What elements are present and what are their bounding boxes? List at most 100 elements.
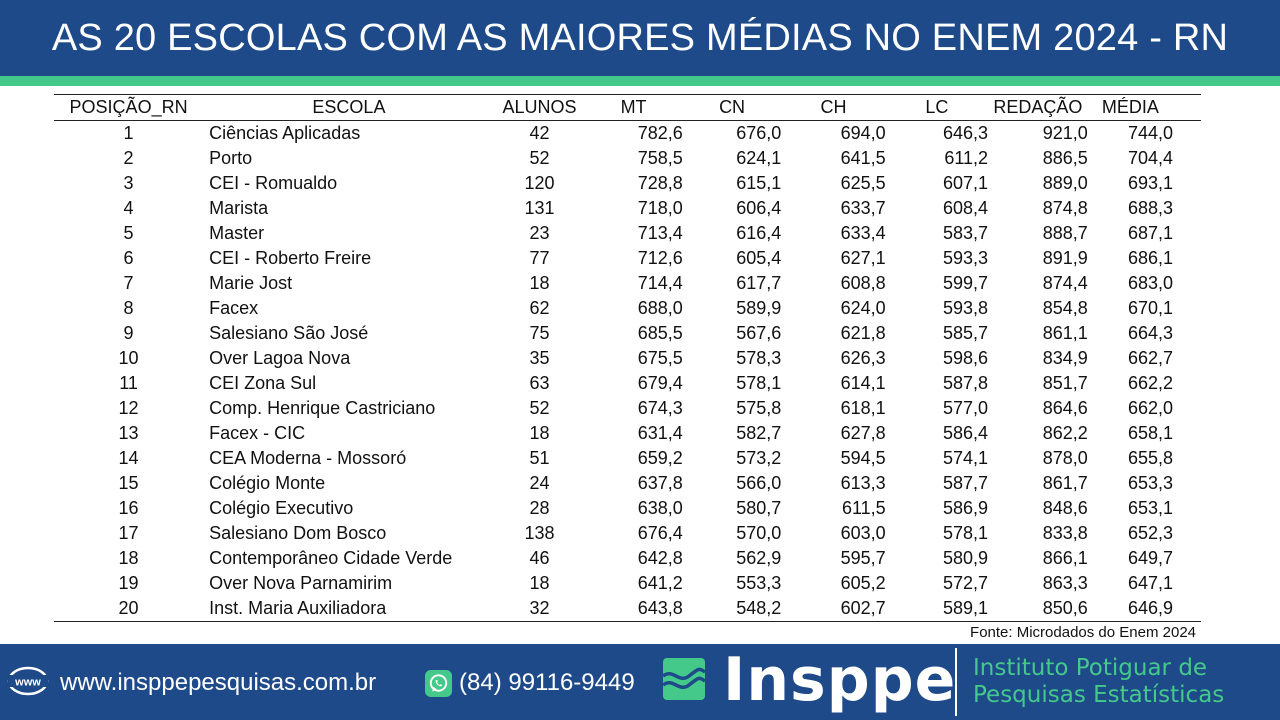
cell-media: 688,3: [1127, 198, 1173, 218]
cell-media: 744,0: [1127, 123, 1173, 143]
table-row: 13 Facex - CIC 18 631,4 582,7 627,8 586,4 862,2…: [54, 421, 1201, 446]
cell-cn: 575,8: [736, 398, 782, 418]
cell-school: CEA Moderna - Mossoró: [209, 448, 407, 468]
column-header-position: POSIÇÃO_RN: [69, 97, 188, 117]
cell-students: 23: [529, 223, 550, 243]
cell-students: 28: [529, 498, 550, 518]
footer-bar: www www.insppepesquisas.com.br (84) 9911…: [0, 644, 1280, 720]
table-row: 4 Marista 131 718,0 606,4 633,7 608,4 874,8 688,…: [54, 196, 1201, 221]
cell-redacao: 848,6: [1042, 498, 1088, 518]
cell-cn: 676,0: [736, 123, 782, 143]
cell-position: 4: [123, 198, 134, 218]
cell-position: 2: [123, 148, 134, 168]
cell-lc: 587,8: [943, 373, 989, 393]
cell-lc: 587,7: [943, 473, 989, 493]
cell-mt: 659,2: [637, 448, 683, 468]
table-row: 2 Porto 52 758,5 624,1 641,5 611,2 886,5 704,4: [54, 146, 1201, 171]
cell-position: 6: [123, 248, 134, 268]
cell-cn: 580,7: [736, 498, 782, 518]
cell-lc: 585,7: [943, 323, 989, 343]
cell-media: 653,1: [1127, 498, 1173, 518]
table-row: 16 Colégio Executivo 28 638,0 580,7 611,5 586,…: [54, 496, 1201, 521]
cell-media: 687,1: [1127, 223, 1173, 243]
cell-media: 693,1: [1127, 173, 1173, 193]
cell-school: Facex - CIC: [209, 423, 306, 443]
table-body: 1 Ciências Aplicadas 42 782,6 676,0 694,0 646,…: [54, 121, 1201, 622]
cell-students: 18: [529, 423, 550, 443]
cell-redacao: 861,1: [1042, 323, 1088, 343]
cell-media: 646,9: [1127, 598, 1173, 618]
ranking-table: POSIÇÃO_RN ESCOLA ALUNOS MT CN CH LC REDAÇÃO MÉD…: [54, 94, 1201, 622]
phone-number[interactable]: (84) 99116-9449: [459, 669, 635, 696]
cell-lc: 599,7: [943, 273, 989, 293]
cell-redacao: 874,8: [1042, 198, 1088, 218]
cell-position: 18: [118, 548, 139, 568]
cell-lc: 598,6: [943, 348, 989, 368]
cell-redacao: 850,6: [1042, 598, 1088, 618]
cell-mt: 642,8: [637, 548, 683, 568]
table-row: 3 CEI - Romualdo 120 728,8 615,1 625,5 607,1 88…: [54, 171, 1201, 196]
cell-position: 3: [123, 173, 134, 193]
cell-ch: 608,8: [840, 273, 886, 293]
cell-media: 649,7: [1127, 548, 1173, 568]
cell-students: 138: [524, 523, 555, 543]
cell-redacao: 854,8: [1042, 298, 1088, 318]
cell-mt: 641,2: [637, 573, 683, 593]
cell-school: Facex: [209, 298, 259, 318]
brand-name: Insppe: [723, 645, 957, 715]
cell-students: 18: [529, 573, 550, 593]
column-header-lc: LC: [925, 97, 949, 117]
cell-lc: 611,2: [944, 148, 989, 168]
footer-divider: [955, 648, 957, 716]
cell-mt: 674,3: [637, 398, 683, 418]
cell-lc: 574,1: [943, 448, 989, 468]
cell-media: 647,1: [1127, 573, 1173, 593]
cell-position: 9: [123, 323, 134, 343]
cell-position: 15: [118, 473, 139, 493]
insppe-logo-mark: [663, 658, 705, 700]
ranking-table-container: POSIÇÃO_RN ESCOLA ALUNOS MT CN CH LC REDAÇÃO MÉD…: [54, 94, 1201, 622]
cell-media: 658,1: [1127, 423, 1173, 443]
table-row: 6 CEI - Roberto Freire 77 712,6 605,4 627,1 59…: [54, 246, 1201, 271]
cell-position: 5: [123, 223, 134, 243]
column-header-redacao: REDAÇÃO: [993, 97, 1083, 117]
cell-lc: 580,9: [943, 548, 989, 568]
cell-school: Salesiano Dom Bosco: [209, 523, 387, 543]
cell-students: 18: [529, 273, 550, 293]
cell-school: CEI Zona Sul: [209, 373, 317, 393]
cell-ch: 613,3: [840, 473, 886, 493]
cell-school: CEI - Roberto Freire: [209, 248, 372, 268]
cell-position: 19: [118, 573, 139, 593]
cell-position: 10: [118, 348, 139, 368]
header-bar: AS 20 ESCOLAS COM AS MAIORES MÉDIAS NO E…: [0, 0, 1280, 76]
cell-position: 12: [118, 398, 139, 418]
website-link[interactable]: www.insppepesquisas.com.br: [60, 669, 377, 696]
table-row: 10 Over Lagoa Nova 35 675,5 578,3 626,3 598,6 8…: [54, 346, 1201, 371]
table-row: 11 CEI Zona Sul 63 679,4 578,1 614,1 587,8 851,…: [54, 371, 1201, 396]
cell-students: 52: [529, 148, 550, 168]
cell-students: 52: [529, 398, 550, 418]
cell-ch: 611,5: [841, 498, 886, 518]
cell-cn: 573,2: [736, 448, 782, 468]
cell-redacao: 874,4: [1042, 273, 1088, 293]
cell-redacao: 834,9: [1042, 348, 1088, 368]
table-row: 19 Over Nova Parnamirim 18 641,2 553,3 605,2 5…: [54, 571, 1201, 596]
table-row: 5 Master 23 713,4 616,4 633,4 583,7 888,7 687,1: [54, 221, 1201, 246]
cell-mt: 679,4: [637, 373, 683, 393]
cell-school: Colégio Executivo: [209, 498, 354, 518]
table-row: 9 Salesiano São José 75 685,5 567,6 621,8 585,…: [54, 321, 1201, 346]
cell-media: 662,2: [1127, 373, 1173, 393]
cell-cn: 562,9: [736, 548, 782, 568]
cell-media: 662,7: [1127, 348, 1173, 368]
cell-cn: 624,1: [736, 148, 782, 168]
cell-ch: 624,0: [840, 298, 886, 318]
cell-school: Salesiano São José: [209, 323, 369, 343]
cell-cn: 617,7: [736, 273, 782, 293]
cell-school: Inst. Maria Auxiliadora: [209, 598, 387, 618]
table-row: 20 Inst. Maria Auxiliadora 32 643,8 548,2 602…: [54, 596, 1201, 622]
globe-www-icon: www: [7, 666, 49, 696]
table-row: 12 Comp. Henrique Castriciano 52 674,3 575,8…: [54, 396, 1201, 421]
table-row: 18 Contemporâneo Cidade Verde 46 642,8 562,9…: [54, 546, 1201, 571]
cell-lc: 589,1: [943, 598, 989, 618]
cell-lc: 586,4: [943, 423, 989, 443]
